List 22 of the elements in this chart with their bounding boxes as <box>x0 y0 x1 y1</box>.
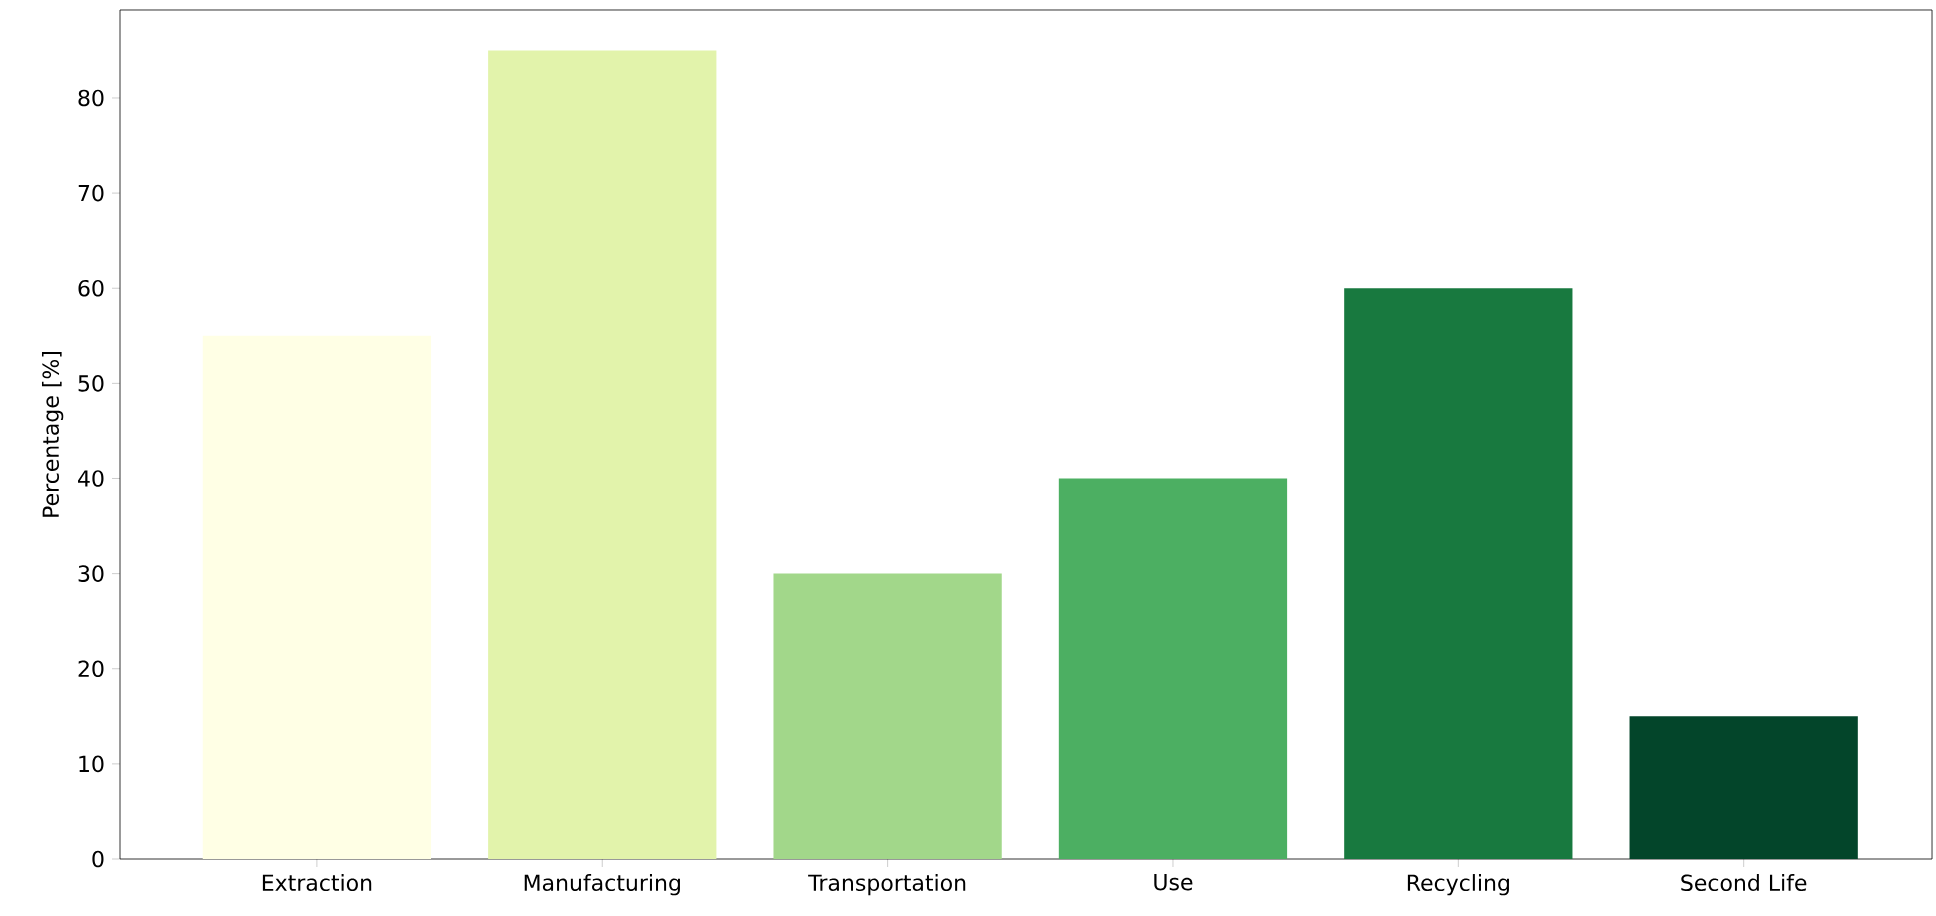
y-tick-label: 80 <box>78 89 104 107</box>
y-tick-label: 20 <box>78 660 104 678</box>
y-axis-title: Percentage [%] <box>41 351 64 517</box>
y-tick-label: 60 <box>78 279 104 297</box>
x-tick-label: Manufacturing <box>524 874 680 896</box>
bar <box>1058 478 1288 859</box>
x-tick-label: Use <box>1154 874 1193 891</box>
bar <box>1344 288 1573 859</box>
bar <box>773 573 1002 859</box>
y-tick-label: 50 <box>78 375 104 392</box>
y-tick-label: 70 <box>78 184 104 202</box>
x-tick-label: Extraction <box>262 874 372 892</box>
y-tick-label: 40 <box>78 470 104 487</box>
bar <box>202 335 432 859</box>
y-tick-label: 0 <box>92 850 104 868</box>
y-tick-label: 30 <box>78 565 104 582</box>
x-tick-label: Transportation <box>808 874 966 896</box>
x-tick-label: Recycling <box>1407 874 1509 896</box>
y-tick-label: 10 <box>79 755 104 773</box>
bar <box>488 50 717 859</box>
x-tick-label: Second Life <box>1681 874 1807 892</box>
bar <box>1629 716 1858 859</box>
